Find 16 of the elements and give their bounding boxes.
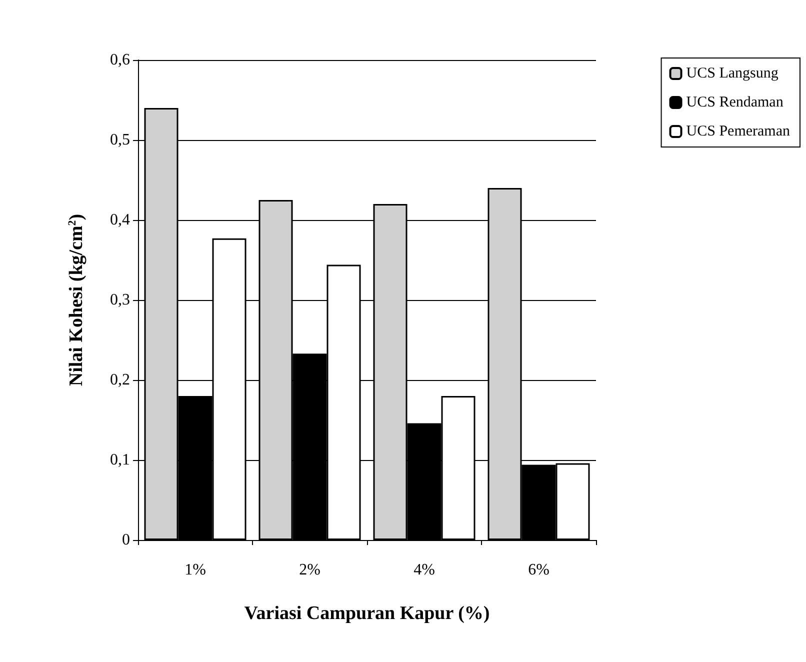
x-tick-label: 1% [184, 562, 206, 578]
x-tick-label: 2% [299, 562, 320, 578]
y-tick-label: 0 [122, 532, 130, 548]
y-tick-label: 0,1 [110, 452, 130, 468]
x-tick-label: 4% [414, 562, 435, 578]
x-axis-title: Variasi Campuran Kapur (%) [244, 603, 490, 624]
legend-label: UCS Pemeraman [686, 124, 790, 140]
y-tick-label: 0,6 [110, 52, 130, 68]
x-tick-label: 6% [528, 562, 550, 578]
legend-label: UCS Rendaman [686, 94, 784, 110]
y-tick-label: 0,3 [110, 292, 130, 308]
legend-label: UCS Langsung [686, 66, 779, 82]
y-tick-label: 0,5 [110, 132, 130, 148]
y-axis-title: Nilai Kohesi (kg/cm2) [66, 214, 87, 386]
y-tick-label: 0,2 [110, 372, 130, 388]
y-tick-label: 0,4 [110, 212, 130, 228]
